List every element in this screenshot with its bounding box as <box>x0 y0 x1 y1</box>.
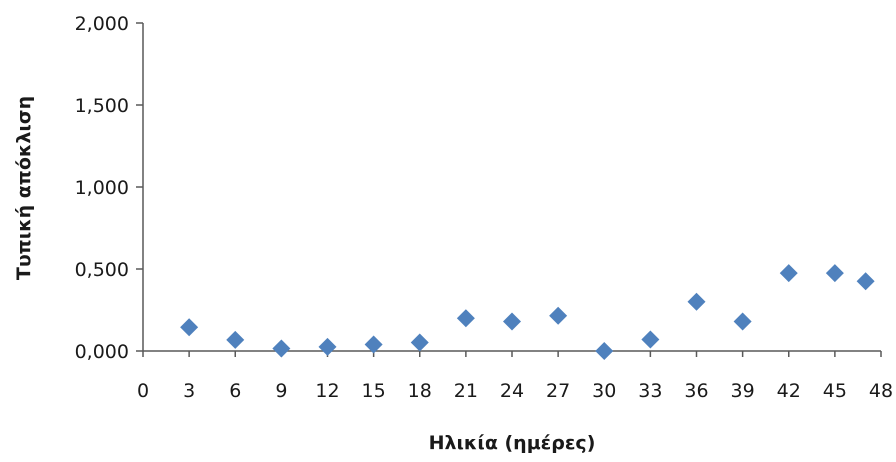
x-tick-label: 30 <box>592 380 616 402</box>
y-tick-label: 1,000 <box>75 177 129 199</box>
x-tick-label: 3 <box>183 380 195 402</box>
data-point <box>410 333 429 352</box>
data-point <box>456 309 475 328</box>
x-axis-title: Ηλικία (ημέρες) <box>429 432 596 454</box>
x-tick-label: 33 <box>638 380 662 402</box>
x-tick-label: 36 <box>684 380 708 402</box>
x-tick-label: 39 <box>731 380 755 402</box>
y-tick-label: 0,000 <box>75 341 129 363</box>
x-tick-label: 6 <box>229 380 241 402</box>
y-tick-label: 0,500 <box>75 259 129 281</box>
data-point <box>595 342 614 360</box>
x-tick-label: 24 <box>500 380 524 402</box>
x-tick-label: 45 <box>823 380 847 402</box>
x-tick-label: 18 <box>408 380 432 402</box>
data-point <box>856 272 875 291</box>
x-tick-label: 9 <box>275 380 287 402</box>
data-point <box>180 318 199 337</box>
x-tick-label: 27 <box>546 380 570 402</box>
y-tick-label: 2,000 <box>75 13 129 35</box>
y-tick-label: 1,500 <box>75 95 129 117</box>
x-tick-label: 42 <box>777 380 801 402</box>
data-point <box>364 335 383 354</box>
data-point <box>226 330 245 349</box>
x-tick-label: 15 <box>362 380 386 402</box>
data-point <box>503 312 521 331</box>
data-point <box>779 264 798 283</box>
data-point <box>549 306 568 325</box>
y-axis-title: Τυπική απόκλιση <box>13 96 35 280</box>
data-point <box>641 330 660 349</box>
data-point <box>272 339 291 358</box>
data-point <box>825 264 844 283</box>
x-tick-label: 0 <box>137 380 149 402</box>
data-point <box>687 292 706 311</box>
x-tick-label: 48 <box>869 380 893 402</box>
x-tick-label: 21 <box>454 380 478 402</box>
data-point <box>318 337 337 356</box>
x-tick-label: 12 <box>315 380 339 402</box>
data-point <box>733 312 752 331</box>
